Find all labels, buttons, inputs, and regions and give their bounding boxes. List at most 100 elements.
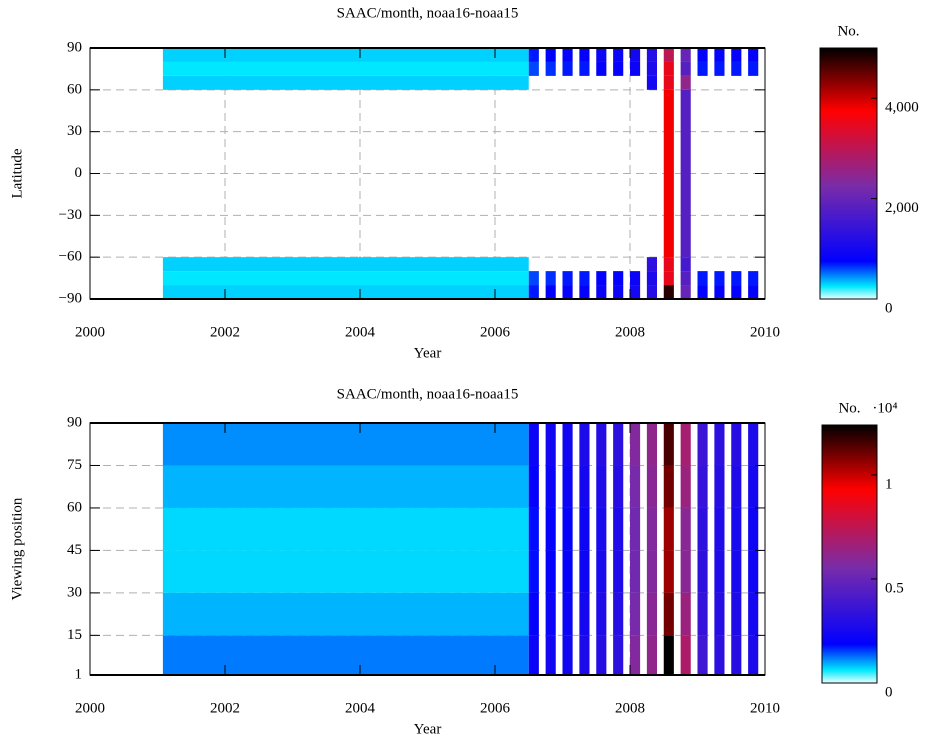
heatmap-cell — [427, 550, 495, 593]
heatmap-cell — [630, 61, 641, 76]
heatmap-cell — [427, 592, 495, 636]
heatmap-cell — [748, 285, 759, 299]
heatmap-cell — [495, 75, 529, 90]
heatmap-cell — [613, 465, 624, 508]
heatmap-cell — [714, 507, 725, 551]
heatmap-cell — [562, 635, 573, 675]
heatmap-cell — [596, 285, 607, 299]
heatmap-cell — [697, 285, 708, 299]
heatmap-cell — [225, 635, 293, 675]
heatmap-cell — [427, 507, 495, 551]
y-tick-label: 30 — [67, 584, 82, 600]
x-tick-label: 2002 — [210, 324, 240, 340]
heatmap-cell — [427, 61, 495, 76]
heatmap-cell — [714, 592, 725, 636]
heatmap-cell — [613, 285, 624, 299]
heatmap-cell — [714, 550, 725, 593]
heatmap-cell — [162, 507, 225, 551]
heatmap-cell — [680, 423, 691, 466]
heatmap-cell — [545, 550, 556, 593]
heatmap-cell — [292, 507, 360, 551]
heatmap-cell — [528, 48, 539, 62]
heatmap-cell — [360, 285, 428, 299]
heatmap-cell — [225, 423, 293, 466]
heatmap-cell — [579, 48, 590, 62]
colorbar-multiplier: ·10⁴ — [872, 400, 897, 416]
heatmap-cell — [731, 423, 742, 466]
heatmap-cell — [292, 61, 360, 76]
heatmap-cell — [162, 257, 225, 272]
x-tick-label: 2000 — [75, 700, 105, 716]
heatmap-cell — [562, 61, 573, 76]
heatmap-cell — [360, 271, 428, 286]
colorbar-tick-label: 0.5 — [885, 580, 904, 596]
heatmap-cell — [697, 592, 708, 636]
heatmap-cell — [562, 271, 573, 286]
heatmap-cell — [225, 592, 293, 636]
heatmap-cell — [663, 423, 674, 466]
y-tick-label: −90 — [59, 290, 82, 306]
heatmap-cell — [225, 257, 293, 272]
heatmap-cell — [714, 423, 725, 466]
heatmap-cell — [545, 507, 556, 551]
heatmap-cell — [162, 271, 225, 286]
heatmap-cell — [292, 271, 360, 286]
heatmap-cell — [225, 75, 293, 90]
heatmap-cell — [630, 550, 641, 593]
heatmap-cell — [360, 550, 428, 593]
heatmap-cell — [360, 48, 428, 62]
heatmap-cell — [663, 507, 674, 551]
heatmap-cell — [663, 271, 674, 286]
heatmap-cell — [292, 257, 360, 272]
heatmap-cell — [360, 592, 428, 636]
heatmap-cell — [596, 271, 607, 286]
heatmap-cell — [697, 61, 708, 76]
heatmap-cell — [292, 592, 360, 636]
heatmap-cell — [162, 48, 225, 62]
colorbar-label: No. — [838, 400, 860, 416]
y-tick-label: 60 — [67, 499, 82, 515]
colorbar-tick-label: 0 — [885, 300, 893, 316]
heatmap-cell — [731, 48, 742, 62]
heatmap-cell — [495, 61, 529, 76]
heatmap-cell — [680, 75, 691, 90]
heatmap-cell — [495, 592, 529, 636]
heatmap-cell — [646, 48, 657, 62]
heatmap-cell — [646, 257, 657, 272]
heatmap-cell — [495, 507, 529, 551]
heatmap-cell — [427, 423, 495, 466]
heatmap-cell — [613, 61, 624, 76]
heatmap-cell — [495, 550, 529, 593]
heatmap-cell — [613, 592, 624, 636]
heatmap-cell — [360, 465, 428, 508]
heatmap-cell — [613, 507, 624, 551]
heatmap-cell — [495, 48, 529, 62]
heatmap-cell — [596, 550, 607, 593]
heatmap-cell — [697, 507, 708, 551]
heatmap-cell — [697, 48, 708, 62]
heatmap-cell — [360, 635, 428, 675]
heatmap-cell — [292, 635, 360, 675]
heatmap-cell — [495, 257, 529, 272]
heatmap-cell — [697, 271, 708, 286]
panel: SAAC/month, noaa16-noaa15 2000 2002 2004 200… — [9, 5, 918, 361]
heatmap-cell — [579, 635, 590, 675]
heatmap-cell — [613, 271, 624, 286]
heatmap-cell — [630, 423, 641, 466]
heatmap-cell — [528, 550, 539, 593]
heatmap-cell — [680, 257, 691, 272]
y-tick-label: 75 — [67, 457, 82, 473]
heatmap-cell — [748, 465, 759, 508]
heatmap-cell — [646, 507, 657, 551]
heatmap-cell — [613, 635, 624, 675]
y-tick-label: 45 — [67, 542, 82, 558]
heatmap-cell — [528, 285, 539, 299]
heatmap-cell — [630, 285, 641, 299]
heatmap-cell — [663, 285, 674, 299]
heatmap-cell — [292, 465, 360, 508]
x-tick-label: 2004 — [345, 700, 376, 716]
heatmap-cell — [562, 465, 573, 508]
heatmap-cell — [579, 271, 590, 286]
y-axis-title: Viewing position — [9, 497, 25, 600]
heatmap-cell — [663, 635, 674, 675]
